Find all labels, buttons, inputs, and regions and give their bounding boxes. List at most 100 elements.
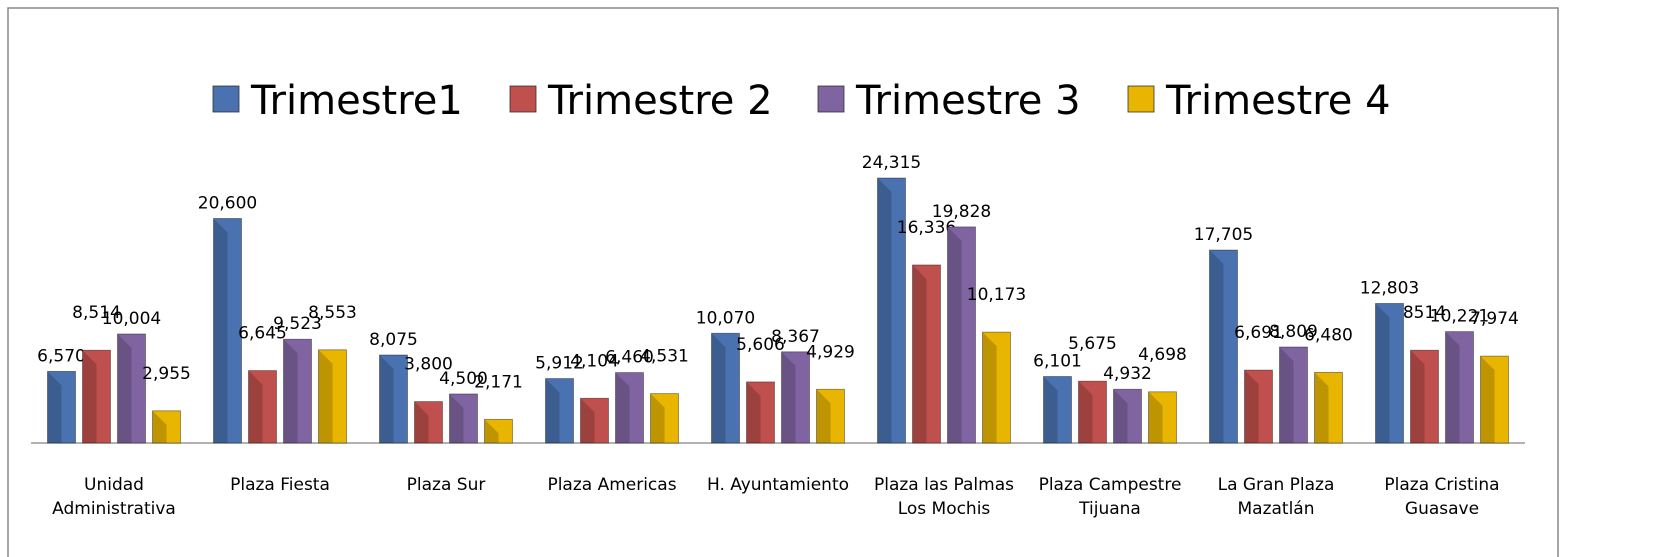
legend-label: Trimestre 2 [547,78,773,124]
bar-shade [816,389,831,443]
bar-shade [1314,372,1329,443]
bar-shade [580,398,595,443]
x-tick-label: Plaza Campestre Tijuana [1038,475,1182,519]
bar-shade [414,401,429,443]
legend-label: Trimestre 3 [855,78,1081,124]
bar-shade [449,393,464,443]
legend-swatch [212,85,240,113]
x-tick-label: Plaza Sur [406,475,486,495]
bar-shade [1279,346,1294,443]
value-label: 4,932 [1103,364,1152,384]
legend-swatch [509,85,537,113]
bar [1113,388,1142,444]
bar [947,226,976,444]
value-label: 8,514 [72,303,121,323]
value-label: 6,691 [1234,323,1283,343]
bar [545,378,574,444]
bar [1209,249,1238,444]
bar [213,218,242,444]
bar [1078,380,1107,444]
bar [449,393,478,444]
bar [484,418,513,444]
bar [117,333,146,444]
value-label: 6,480 [1304,325,1353,345]
bar [912,264,941,444]
bar [1445,331,1474,444]
bar-shade [1244,370,1259,443]
value-label: 12,803 [1360,278,1419,298]
value-label: 4,698 [1138,345,1187,365]
x-tick-label: Plaza Americas [547,475,677,495]
x-tick-label: Plaza las Palmas Los Mochis [873,475,1014,519]
bar [580,397,609,444]
bar-shade [248,370,263,443]
value-label: 5,606 [736,335,785,355]
bar-shade [82,350,97,443]
bar-shade [283,339,298,443]
value-label: 6,460 [605,348,654,368]
legend-swatch [1127,85,1155,113]
bar [650,393,679,444]
bar-shade [947,226,962,443]
bar-shade [877,178,892,443]
value-label: 8,367 [771,327,820,347]
bar-shade [318,349,333,443]
bar-shade [1043,376,1058,443]
bar-shade [711,333,726,443]
value-label: 8514 [1403,303,1446,323]
value-label: 17,705 [1194,225,1253,245]
bar [1314,371,1343,444]
bar-shade [117,333,132,443]
value-label: 6,570 [37,346,86,366]
bar [82,349,111,444]
value-label: 4,104 [570,351,619,371]
value-label: 16,336 [897,218,956,238]
bar-shade [47,371,62,443]
bar-shade [545,378,560,443]
bar [318,349,347,444]
bar [47,370,76,444]
bar [1279,346,1308,444]
value-label: 4,500 [439,369,488,389]
value-label: 6,645 [238,324,287,344]
bar-shade [746,381,761,443]
value-label: 19,828 [932,202,991,222]
value-label: 9,523 [273,314,322,334]
bar [746,381,775,444]
value-label: 2,171 [474,372,523,392]
value-label: 10,070 [696,308,755,328]
bar [283,338,312,444]
value-label: 8,553 [308,303,357,323]
chart-frame [7,7,1559,557]
bar-shade [213,218,228,443]
legend-label: Trimestre1 [250,78,463,124]
bar [982,331,1011,444]
x-tick-label: H. Ayuntamiento [706,475,850,495]
value-label: 6,101 [1033,352,1082,372]
x-tick-label: Plaza Cristina Guasave [1384,475,1500,519]
value-label: 8,809 [1269,322,1318,342]
value-label: 20,600 [198,193,257,213]
bar [248,370,277,444]
bar [1148,391,1177,444]
bar-shade [1375,303,1390,443]
value-label: 10,173 [967,285,1026,305]
value-label: 5,912 [535,354,584,374]
bar-shade [1445,331,1460,443]
value-label: 10,221 [1430,307,1489,327]
bar [1244,369,1273,444]
bar [615,372,644,444]
bar-shade [615,372,630,443]
value-label: 10,004 [102,309,161,329]
bar [877,177,906,444]
bar [152,410,181,444]
bar [711,332,740,444]
value-label: 2,955 [142,364,191,384]
bar-shade [1078,381,1093,443]
bar [1375,303,1404,444]
x-tick-label: La Gran Plaza Mazatlán [1217,475,1335,519]
value-label: 24,315 [862,153,921,173]
legend-swatch [817,85,845,113]
